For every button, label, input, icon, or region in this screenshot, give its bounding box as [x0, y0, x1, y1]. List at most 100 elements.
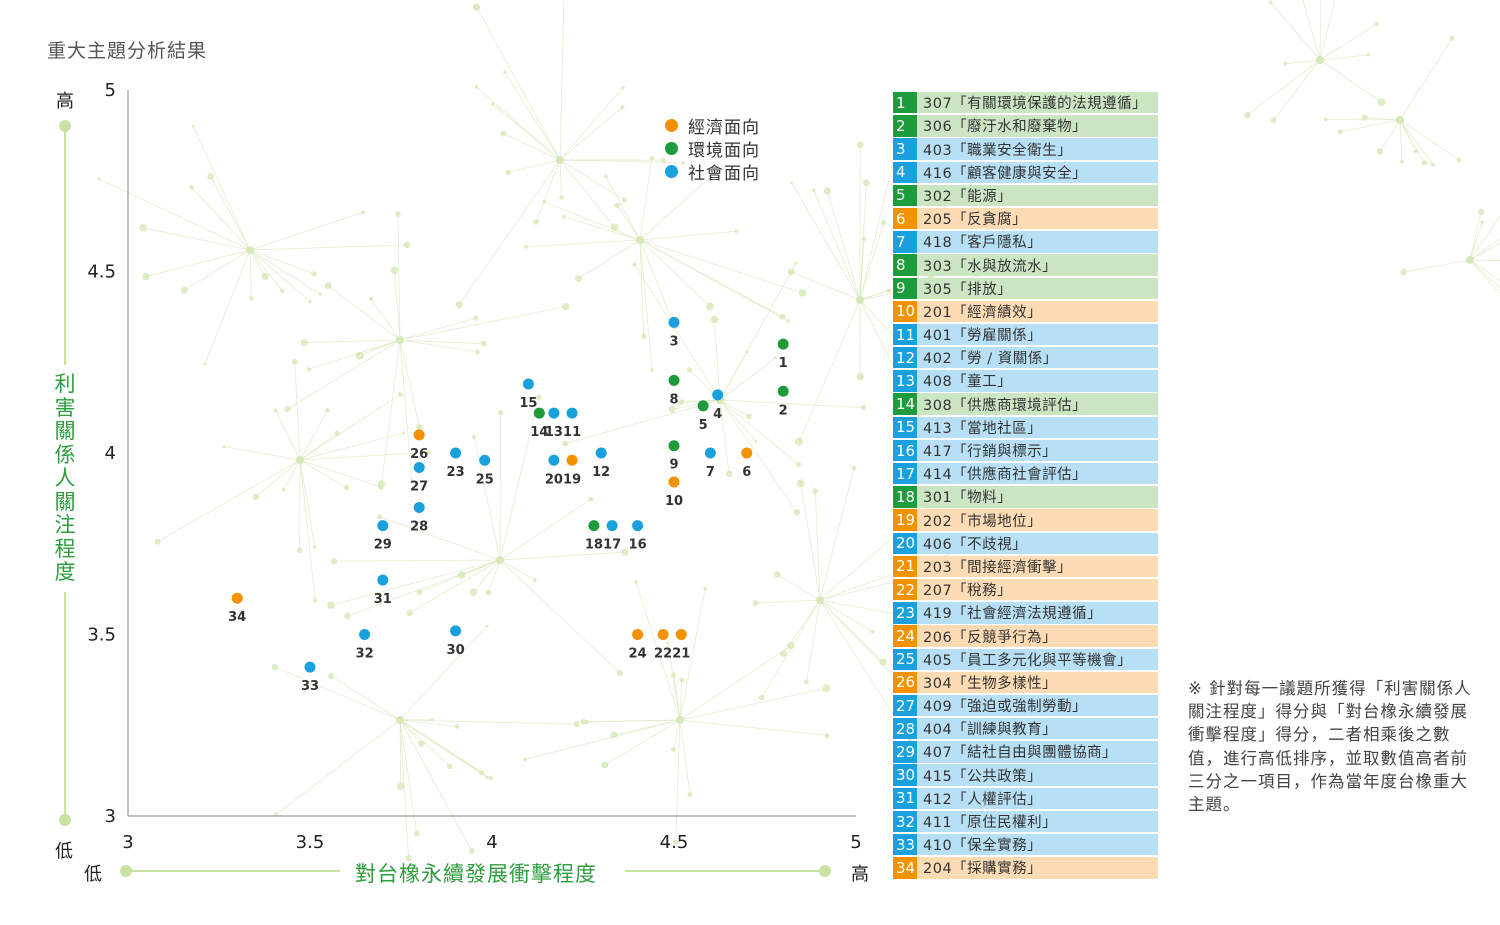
data-point-1: [777, 338, 789, 350]
data-point-24: [632, 629, 644, 640]
x-tick-label: 3: [122, 832, 133, 853]
legend-item-social: 社會面向: [665, 160, 760, 184]
data-point-16: [632, 520, 644, 532]
data-label-12: 12: [592, 465, 610, 480]
topic-row: 31 412「人權評估」: [893, 787, 1158, 810]
topic-number: 6: [893, 207, 917, 230]
data-label-11: 11: [563, 425, 581, 440]
data-label-27: 27: [410, 480, 428, 495]
topic-number: 20: [893, 532, 917, 554]
topic-text: 410「保全實務」: [917, 834, 1158, 856]
topic-number: 13: [893, 370, 917, 392]
topic-text: 419「社會經濟法規遵循」: [917, 602, 1158, 624]
data-label-33: 33: [301, 679, 319, 694]
data-label-30: 30: [447, 643, 465, 658]
network-node-cluster: [1244, 0, 1386, 124]
y-tick-label: 3: [105, 806, 116, 827]
data-point-11: [566, 407, 578, 419]
data-point-23: [450, 447, 462, 459]
topic-number: 33: [893, 834, 917, 856]
topic-row: 30 415「公共政策」: [893, 764, 1158, 786]
data-point-31: [377, 574, 389, 586]
legend-item-economic: 經濟面向: [665, 114, 760, 138]
x-guide-left-cap: [120, 865, 132, 877]
topic-number: 8: [893, 254, 917, 276]
topic-row: 25 405「員工多元化與平等機會」: [893, 648, 1158, 670]
topic-row: 9 305「排放」: [893, 277, 1158, 299]
data-point-30: [450, 625, 462, 637]
data-label-24: 24: [629, 647, 647, 662]
data-point-10: [668, 476, 680, 488]
x-tick-label: 3.5: [296, 832, 325, 853]
topic-row: 14 308「供應商環境評估」: [893, 393, 1158, 415]
topic-text: 414「供應商社會評估」: [917, 463, 1158, 485]
topic-text: 306「廢汙水和廢棄物」: [917, 115, 1158, 137]
network-node-cluster: [154, 358, 431, 603]
topic-text: 207「稅務」: [917, 578, 1158, 601]
data-label-26: 26: [410, 447, 428, 462]
network-node-cluster: [97, 124, 411, 366]
data-label-25: 25: [476, 472, 494, 487]
data-label-2: 2: [779, 403, 788, 418]
data-point-34: [231, 592, 243, 604]
x-axis-title: 對台橡永續發展衝擊程度: [355, 862, 597, 886]
topic-text: 409「強迫或強制勞動」: [917, 694, 1158, 717]
topic-row: 1 307「有關環境保護的法規遵循」: [893, 92, 1158, 114]
topic-number: 14: [893, 393, 917, 415]
data-label-16: 16: [629, 538, 647, 553]
topic-row: 18 301「物料」: [893, 486, 1158, 508]
data-point-6: [741, 447, 753, 459]
topic-row: 26 304「生物多樣性」: [893, 671, 1158, 694]
topic-text: 401「勞雇關係」: [917, 323, 1158, 346]
topic-row: 20 406「不歧視」: [893, 532, 1158, 554]
topic-number: 9: [893, 277, 917, 299]
x-guide-right-cap: [819, 865, 831, 877]
topic-number: 10: [893, 300, 917, 323]
legend-dot-environmental: [665, 142, 678, 155]
data-point-17: [606, 520, 618, 532]
topic-text: 407「結社自由與團體協商」: [917, 741, 1158, 763]
topic-text: 411「原住民權利」: [917, 810, 1158, 833]
topic-row: 23 419「社會經濟法規遵循」: [893, 602, 1158, 624]
topic-number: 22: [893, 578, 917, 601]
data-label-1: 1: [779, 356, 788, 371]
topic-row: 13 408「童工」: [893, 370, 1158, 392]
topic-number: 27: [893, 694, 917, 717]
x-tick-label: 4: [486, 832, 497, 853]
network-node-cluster: [455, 0, 685, 309]
topic-text: 308「供應商環境評估」: [917, 393, 1158, 415]
topic-number: 28: [893, 718, 917, 740]
topic-number: 29: [893, 741, 917, 763]
y-tick-label: 3.5: [87, 625, 116, 646]
topic-text: 408「童工」: [917, 370, 1158, 392]
data-point-32: [359, 629, 371, 640]
topic-number: 18: [893, 486, 917, 508]
data-point-18: [588, 520, 600, 532]
network-node-cluster: [523, 580, 831, 845]
data-point-7: [704, 447, 716, 459]
legend-label: 經濟面向: [688, 118, 760, 138]
data-point-26: [413, 429, 425, 441]
data-point-14: [533, 407, 545, 419]
data-label-13: 13: [545, 425, 563, 440]
topic-text: 415「公共政策」: [917, 764, 1158, 786]
data-point-20: [548, 454, 560, 466]
data-point-27: [413, 462, 425, 474]
data-point-3: [668, 316, 680, 328]
topic-number: 19: [893, 509, 917, 531]
topic-text: 404「訓練與教育」: [917, 718, 1158, 740]
topic-text: 307「有關環境保護的法規遵循」: [917, 92, 1158, 114]
y-tick-label: 4.5: [87, 262, 116, 283]
topic-number: 24: [893, 625, 917, 647]
network-node-cluster: [327, 394, 629, 677]
data-point-22: [657, 629, 669, 640]
network-node-cluster: [284, 211, 570, 488]
topic-row: 6 205「反貪腐」: [893, 207, 1158, 230]
material-topics-list: 1 307「有關環境保護的法規遵循」 2 306「廢汙水和廢棄物」 3 403「職業安全衛…: [893, 92, 1158, 880]
topic-text: 303「水與放流水」: [917, 254, 1158, 276]
data-point-33: [304, 661, 316, 673]
data-label-19: 19: [563, 472, 581, 487]
y-axis-low-label: 低: [55, 841, 73, 862]
topic-row: 32 411「原住民權利」: [893, 810, 1158, 833]
data-point-15: [522, 378, 534, 390]
